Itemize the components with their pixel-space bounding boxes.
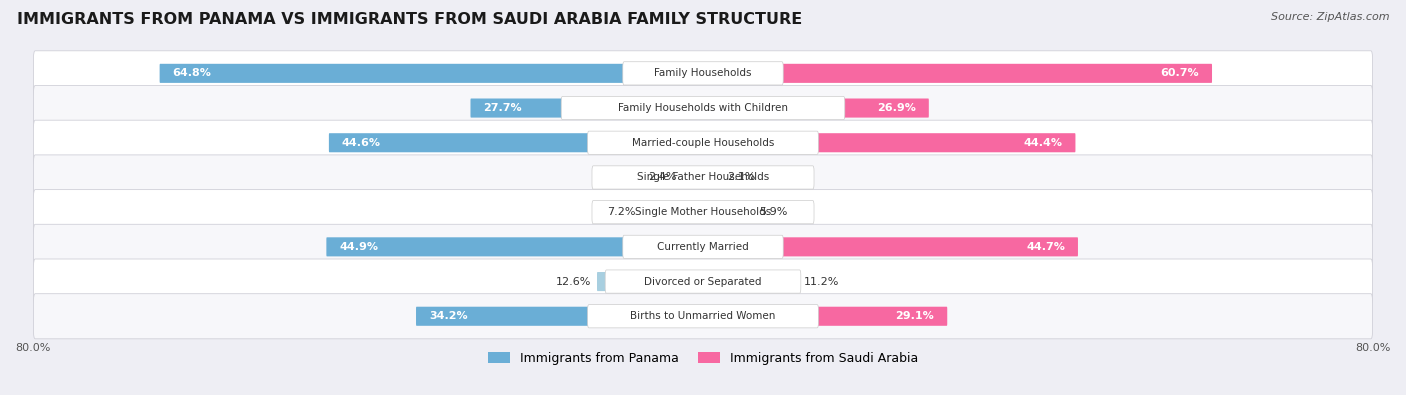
Text: 27.7%: 27.7% [484,103,522,113]
FancyBboxPatch shape [588,131,818,154]
Text: Married-couple Households: Married-couple Households [631,138,775,148]
FancyBboxPatch shape [561,96,845,120]
FancyBboxPatch shape [329,133,703,152]
Text: 26.9%: 26.9% [877,103,915,113]
FancyBboxPatch shape [34,155,1372,200]
Text: Divorced or Separated: Divorced or Separated [644,276,762,286]
FancyBboxPatch shape [592,166,814,189]
Text: 12.6%: 12.6% [555,276,591,286]
Text: Source: ZipAtlas.com: Source: ZipAtlas.com [1271,12,1389,22]
Text: Single Mother Households: Single Mother Households [636,207,770,217]
Text: Births to Unmarried Women: Births to Unmarried Women [630,311,776,321]
Text: 2.4%: 2.4% [648,173,676,182]
FancyBboxPatch shape [34,224,1372,269]
Text: Family Households: Family Households [654,68,752,78]
Text: Single Father Households: Single Father Households [637,173,769,182]
Text: 64.8%: 64.8% [173,68,211,78]
Legend: Immigrants from Panama, Immigrants from Saudi Arabia: Immigrants from Panama, Immigrants from … [482,346,924,370]
Text: 44.9%: 44.9% [339,242,378,252]
FancyBboxPatch shape [703,203,752,222]
FancyBboxPatch shape [34,51,1372,96]
FancyBboxPatch shape [592,201,814,224]
FancyBboxPatch shape [34,190,1372,235]
FancyBboxPatch shape [703,237,1078,256]
FancyBboxPatch shape [623,235,783,258]
Text: 44.6%: 44.6% [342,138,381,148]
FancyBboxPatch shape [34,259,1372,304]
Text: 29.1%: 29.1% [896,311,934,321]
Text: 44.7%: 44.7% [1026,242,1064,252]
Text: 5.9%: 5.9% [759,207,787,217]
FancyBboxPatch shape [326,237,703,256]
Text: 7.2%: 7.2% [607,207,636,217]
FancyBboxPatch shape [598,272,703,291]
Text: IMMIGRANTS FROM PANAMA VS IMMIGRANTS FROM SAUDI ARABIA FAMILY STRUCTURE: IMMIGRANTS FROM PANAMA VS IMMIGRANTS FRO… [17,12,801,27]
FancyBboxPatch shape [34,120,1372,165]
FancyBboxPatch shape [703,64,1212,83]
Text: 2.1%: 2.1% [727,173,755,182]
FancyBboxPatch shape [605,270,801,293]
FancyBboxPatch shape [703,168,721,187]
Text: 60.7%: 60.7% [1160,68,1199,78]
FancyBboxPatch shape [471,98,703,118]
FancyBboxPatch shape [34,85,1372,131]
FancyBboxPatch shape [416,307,703,326]
Text: Family Households with Children: Family Households with Children [619,103,787,113]
FancyBboxPatch shape [682,168,703,187]
FancyBboxPatch shape [160,64,703,83]
Text: Currently Married: Currently Married [657,242,749,252]
FancyBboxPatch shape [703,133,1076,152]
FancyBboxPatch shape [623,62,783,85]
FancyBboxPatch shape [703,307,948,326]
Text: 44.4%: 44.4% [1024,138,1063,148]
FancyBboxPatch shape [34,294,1372,339]
FancyBboxPatch shape [703,98,929,118]
Text: 34.2%: 34.2% [429,311,468,321]
FancyBboxPatch shape [643,203,703,222]
FancyBboxPatch shape [703,272,797,291]
Text: 11.2%: 11.2% [804,276,839,286]
FancyBboxPatch shape [588,305,818,328]
